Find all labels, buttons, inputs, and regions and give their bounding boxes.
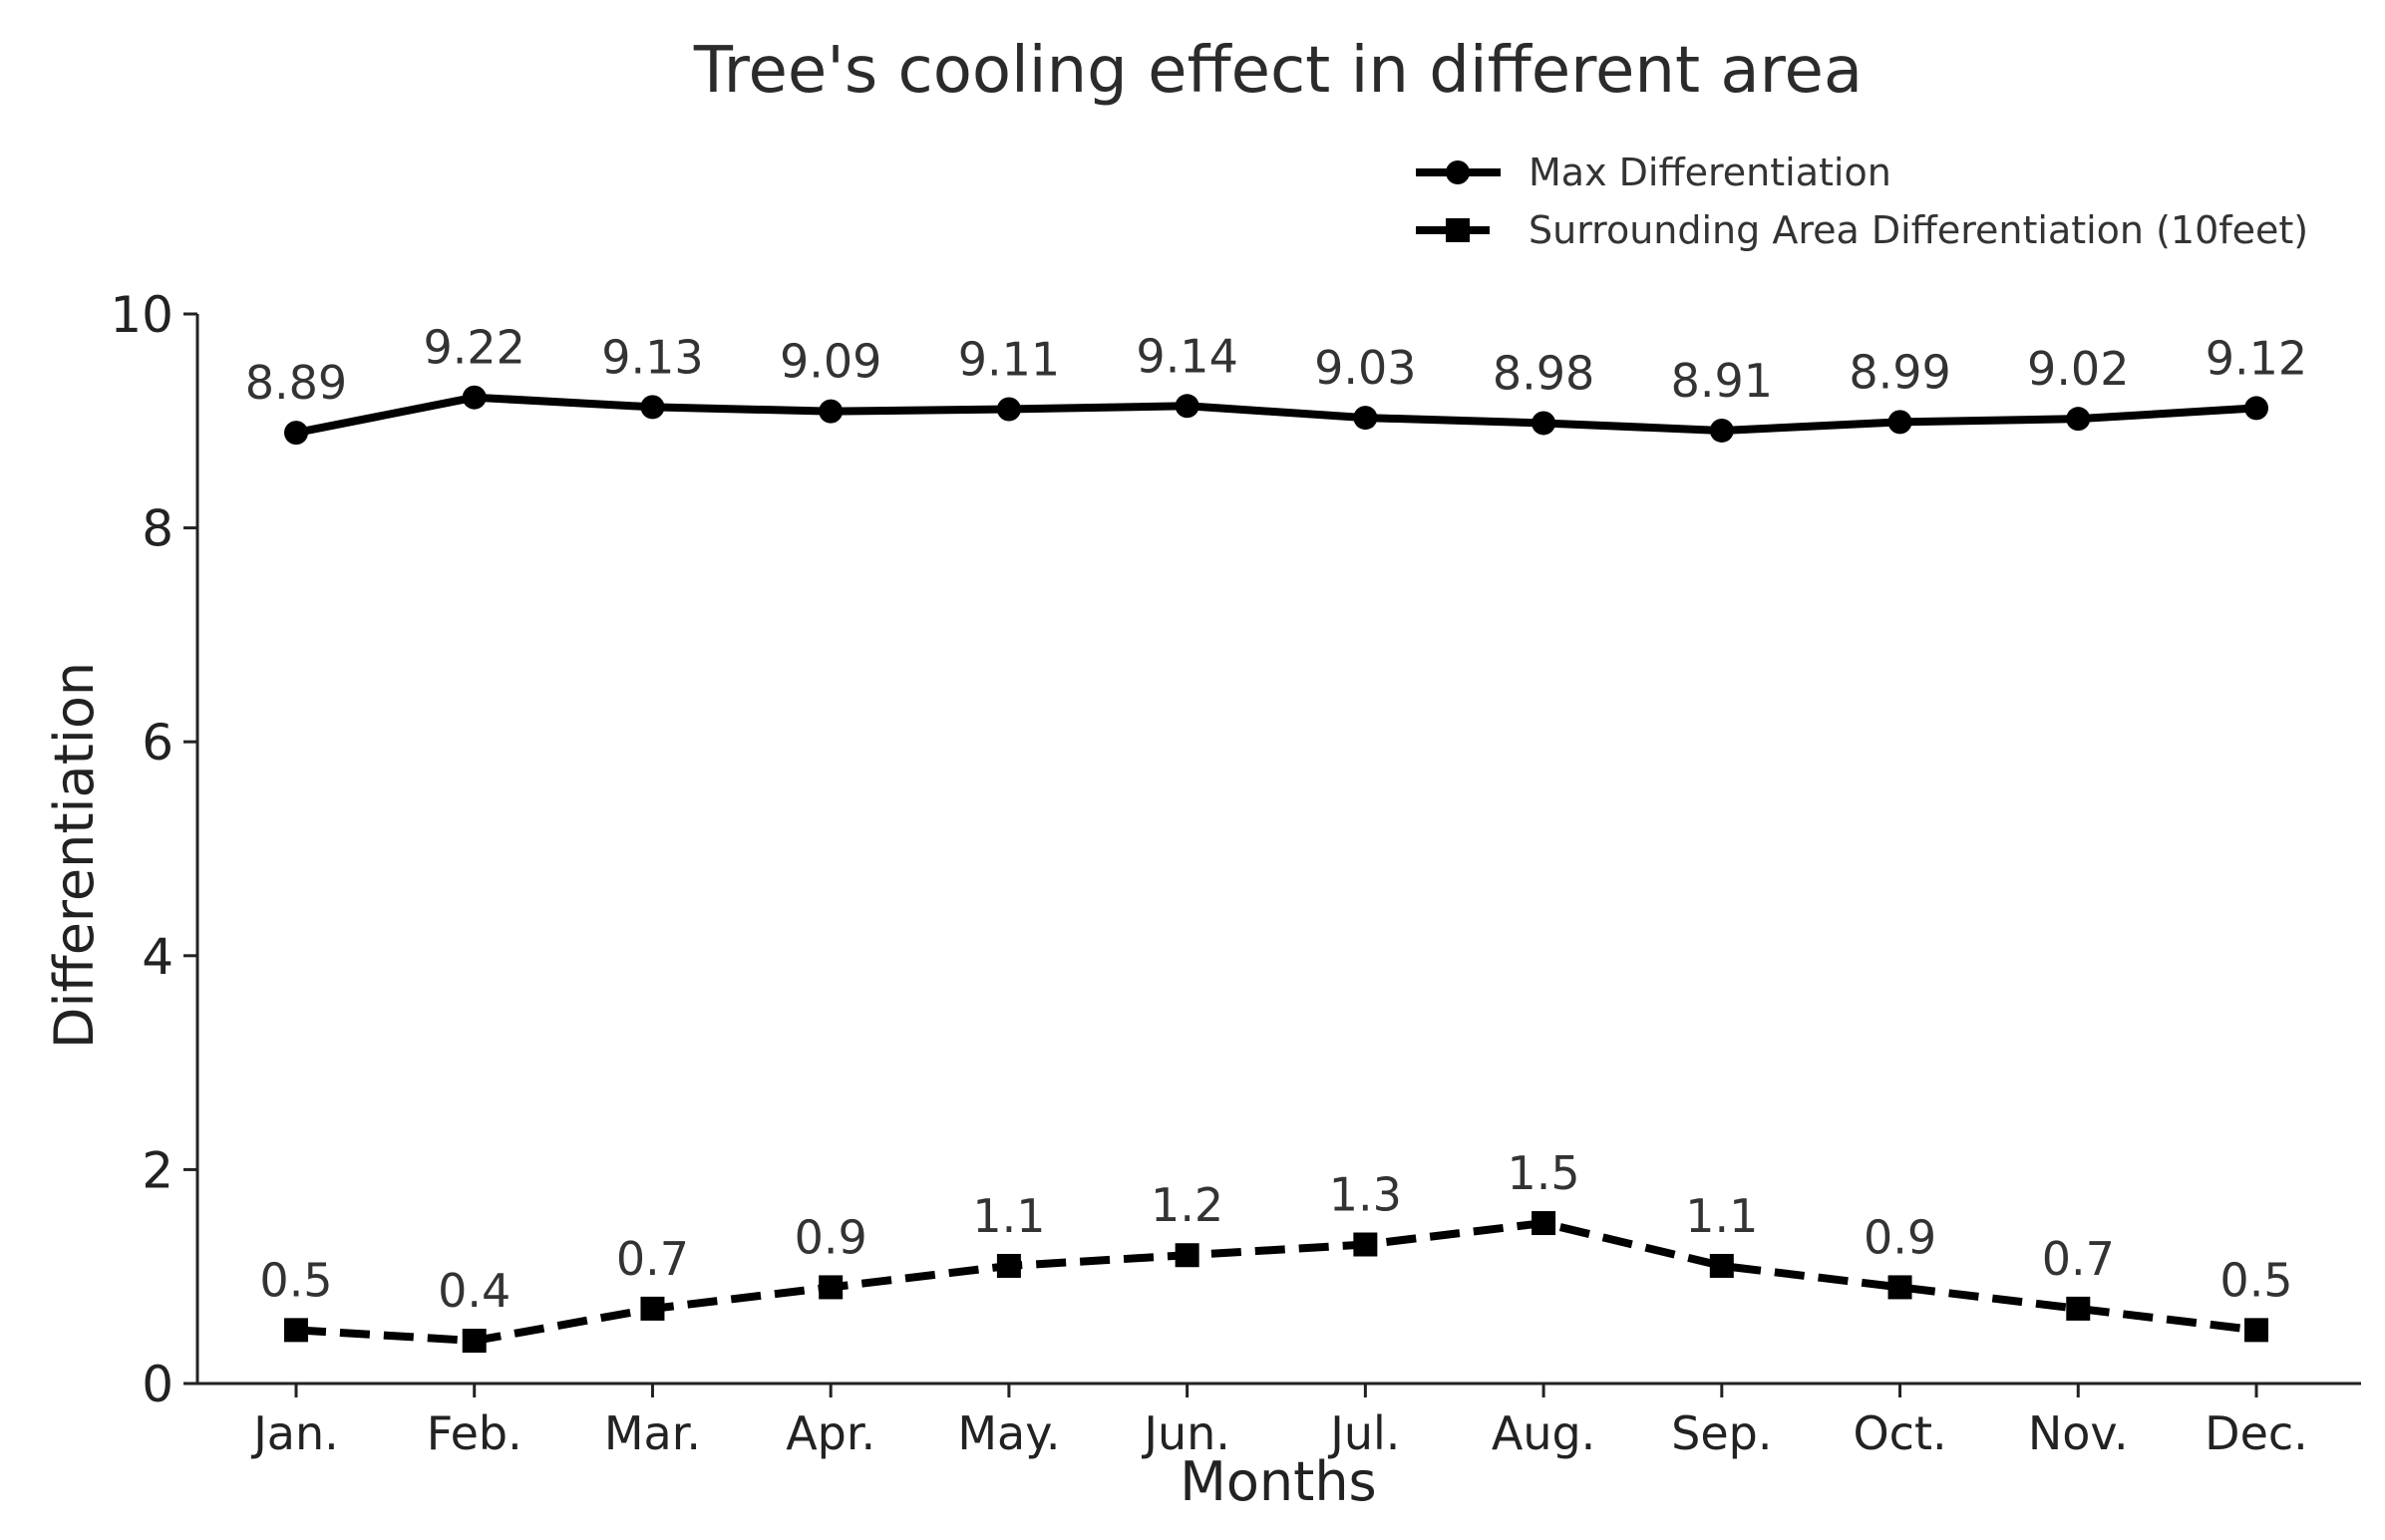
legend: Max Differentiation Surrounding Area Diff… xyxy=(1416,151,2308,252)
x-tick-label: Nov. xyxy=(2028,1406,2129,1460)
chart-title: Tree's cooling effect in different area xyxy=(693,34,1863,108)
x-tick-label: Jun. xyxy=(1141,1406,1230,1460)
data-label: 1.5 xyxy=(1508,1146,1580,1200)
data-label: 9.02 xyxy=(2027,342,2129,396)
data-label: 8.89 xyxy=(245,356,347,410)
data-label: 1.1 xyxy=(1685,1189,1758,1243)
data-point xyxy=(462,385,487,410)
y-tick-label: 2 xyxy=(142,1141,173,1199)
data-point xyxy=(1175,394,1199,419)
data-label: 9.13 xyxy=(601,330,703,384)
y-tick-label: 6 xyxy=(142,714,173,771)
legend-marker xyxy=(1446,218,1470,242)
data-label: 1.1 xyxy=(972,1189,1045,1243)
series-2: 0.5 0.4 0.7 0.9 1.1 1.2 1.3 1.5 1.1 0.9 0.7 0.5 xyxy=(259,1146,2293,1354)
data-label: 8.91 xyxy=(1671,354,1773,408)
data-point xyxy=(1709,418,1734,443)
data-point xyxy=(640,1296,665,1321)
series-line xyxy=(295,393,2257,438)
data-point xyxy=(1887,410,1912,435)
x-tick-label: May. xyxy=(957,1406,1060,1460)
legend-item: Max Differentiation xyxy=(1416,151,1891,194)
data-point xyxy=(2244,396,2268,421)
data-label: 9.03 xyxy=(1314,341,1416,395)
y-tick-label: 10 xyxy=(110,286,173,344)
y-ticks: 0 2 4 6 8 10 xyxy=(110,286,197,1413)
legend-label: Surrounding Area Differentiation (10feet… xyxy=(1529,208,2308,252)
data-point xyxy=(819,399,844,424)
data-label: 0.5 xyxy=(259,1253,332,1307)
data-point xyxy=(2066,1296,2091,1321)
data-point xyxy=(996,1253,1021,1278)
y-tick-label: 8 xyxy=(142,500,173,558)
data-point xyxy=(284,1318,308,1343)
y-tick-label: 0 xyxy=(142,1356,173,1413)
data-label: 9.12 xyxy=(2206,331,2307,385)
x-tick-label: Mar. xyxy=(604,1406,701,1460)
x-axis-label: Months xyxy=(1180,1450,1376,1513)
x-tick-label: Jan. xyxy=(250,1406,339,1460)
data-point xyxy=(819,1275,844,1300)
data-point xyxy=(1887,1275,1912,1300)
series-layer: 8.89 9.22 9.13 9.09 9.11 9.14 9.03 8.98 8.91 8.99… xyxy=(245,321,2307,1354)
data-label: 9.22 xyxy=(424,321,525,375)
data-point xyxy=(2066,407,2091,432)
data-label: 8.99 xyxy=(1849,345,1950,399)
data-point xyxy=(1532,411,1556,436)
series-1: 8.89 9.22 9.13 9.09 9.11 9.14 9.03 8.98 8.91 8.99… xyxy=(245,321,2307,446)
data-label: 0.9 xyxy=(795,1210,867,1264)
legend-label: Max Differentiation xyxy=(1529,151,1891,194)
data-point xyxy=(1353,406,1378,431)
data-label: 0.5 xyxy=(2219,1253,2292,1307)
data-label: 0.9 xyxy=(1864,1210,1936,1264)
x-ticks: Jan. Feb. Mar. Apr. May. Jun. Jul. Aug. Sep. Oct.… xyxy=(250,1384,2308,1460)
y-axis-label: Differentiation xyxy=(43,662,106,1049)
data-point xyxy=(996,397,1021,422)
data-label: 9.09 xyxy=(780,335,881,389)
data-label: 0.4 xyxy=(438,1264,511,1318)
data-label: 1.3 xyxy=(1329,1168,1402,1222)
x-tick-label: Sep. xyxy=(1671,1406,1772,1460)
x-tick-label: Jul. xyxy=(1327,1406,1400,1460)
x-tick-label: Apr. xyxy=(786,1406,875,1460)
series-line xyxy=(295,1219,2257,1346)
data-point xyxy=(2244,1318,2268,1343)
x-tick-label: Dec. xyxy=(2205,1406,2308,1460)
data-point xyxy=(462,1329,487,1354)
data-label: 1.2 xyxy=(1151,1178,1223,1232)
data-point xyxy=(1532,1211,1556,1236)
data-point xyxy=(640,395,665,420)
y-tick-label: 4 xyxy=(142,928,173,986)
data-point xyxy=(284,421,308,446)
x-tick-label: Aug. xyxy=(1492,1406,1595,1460)
data-label: 9.14 xyxy=(1136,329,1237,383)
data-label: 0.7 xyxy=(616,1232,689,1286)
data-label: 0.7 xyxy=(2042,1232,2115,1286)
data-label: 9.11 xyxy=(958,332,1060,386)
x-tick-label: Feb. xyxy=(427,1406,522,1460)
x-tick-label: Oct. xyxy=(1853,1406,1946,1460)
data-point xyxy=(1709,1253,1734,1278)
data-point xyxy=(1175,1243,1199,1268)
legend-item: Surrounding Area Differentiation (10feet… xyxy=(1416,208,2308,252)
data-label: 8.98 xyxy=(1493,346,1594,400)
legend-marker xyxy=(1446,160,1470,184)
data-point xyxy=(1353,1232,1378,1257)
axes xyxy=(195,314,2361,1386)
